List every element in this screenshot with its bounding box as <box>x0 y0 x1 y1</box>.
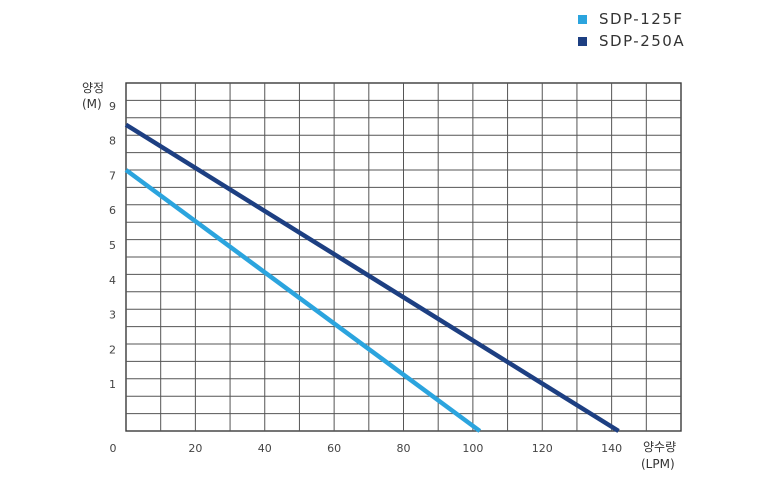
y-tick-label: 2 <box>109 343 116 356</box>
series-line-sdp-250a <box>124 122 620 433</box>
legend-item-sdp-125f: SDP-125F <box>578 8 685 30</box>
x-tick-label: 0 <box>110 442 117 455</box>
x-tick-label: 40 <box>258 442 272 455</box>
y-tick-label: 8 <box>109 135 116 148</box>
y-tick-label: 5 <box>109 239 116 252</box>
chart-grid <box>125 82 682 432</box>
legend-swatch-sdp-250a <box>578 36 587 46</box>
x-tick-label: 100 <box>462 442 483 455</box>
x-tick-label: 80 <box>397 442 411 455</box>
y-tick-label: 3 <box>109 309 116 322</box>
y-tick-label: 7 <box>109 169 116 182</box>
legend-label-sdp-250a: SDP-250A <box>599 32 686 50</box>
x-tick-label: 60 <box>327 442 341 455</box>
x-tick-label: 20 <box>188 442 202 455</box>
x-axis-title: 양수량 <box>643 440 676 454</box>
chart-lines <box>124 122 620 433</box>
x-tick-label: 120 <box>532 442 553 455</box>
legend-item-sdp-250a: SDP-250A <box>578 30 685 52</box>
x-tick-label: 140 <box>601 442 622 455</box>
y-tick-label: 4 <box>109 274 116 287</box>
y-tick-label: 1 <box>109 378 116 391</box>
y-tick-label: 6 <box>109 204 116 217</box>
x-axis-unit: (LPM) <box>641 457 675 471</box>
legend-swatch-sdp-125f <box>578 14 587 24</box>
y-axis-title: 양정 <box>82 81 104 95</box>
chart-ticks: 0 20 40 60 80 100 120 140 1 2 3 4 5 6 7 8 9 <box>109 100 622 455</box>
y-tick-label: 9 <box>109 100 116 113</box>
series-line-sdp-125f <box>124 168 482 433</box>
chart-legend: SDP-125F SDP-250A <box>578 8 685 52</box>
legend-label-sdp-125f: SDP-125F <box>599 10 684 28</box>
y-axis-unit: (M) <box>82 97 102 111</box>
